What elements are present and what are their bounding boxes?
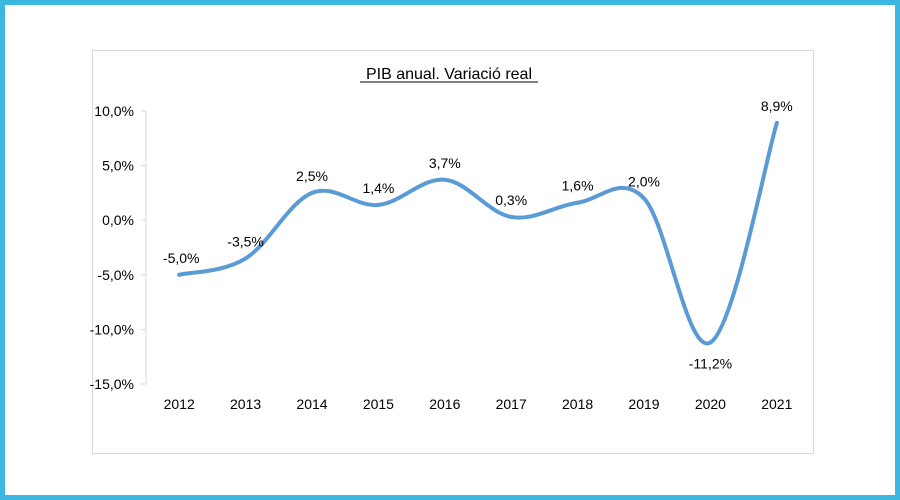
x-tick-label: 2017 <box>496 396 527 412</box>
data-point <box>575 200 580 205</box>
data-label: -5,0% <box>163 250 200 266</box>
y-tick-label: 10,0% <box>94 103 134 119</box>
x-tick-label: 2019 <box>628 396 659 412</box>
data-points <box>177 121 779 345</box>
data-point <box>376 202 381 207</box>
data-point <box>243 256 248 261</box>
data-label: 2,5% <box>296 168 328 184</box>
y-tick-label: 0,0% <box>102 212 134 228</box>
x-tick-label: 2020 <box>695 396 726 412</box>
data-label: -11,2% <box>689 356 732 372</box>
x-axis-ticks: 2012 2013 2014 2015 2016 2017 2018 2019 2020 2021 <box>164 396 793 412</box>
data-label: 0,3% <box>495 192 527 208</box>
data-point <box>708 340 713 345</box>
data-point <box>509 214 514 219</box>
y-tick-label: -10,0% <box>90 321 134 337</box>
y-tick-label: -15,0% <box>90 376 134 392</box>
series-line-pib <box>177 121 779 346</box>
data-point <box>310 190 314 195</box>
data-labels: -5,0% -3,5% 2,5% 1,4% 3,7% 0,3% 1,6% 2,0% -11,2%… <box>163 98 793 371</box>
y-tick-label: -5,0% <box>97 267 134 283</box>
data-label: 3,7% <box>429 155 461 171</box>
data-point <box>442 177 447 182</box>
y-axis-ticks: 10,0% 5,0% 0,0% -5,0% -10,0% -15,0% <box>90 103 146 392</box>
chart-panel <box>92 50 814 454</box>
x-tick-label: 2015 <box>363 396 394 412</box>
x-tick-label: 2013 <box>230 396 261 412</box>
x-tick-label: 2012 <box>164 396 195 412</box>
data-point <box>177 272 182 277</box>
data-label: 1,4% <box>362 180 394 196</box>
data-label: -3,5% <box>227 233 264 249</box>
x-tick-label: 2018 <box>562 396 593 412</box>
data-point <box>642 196 646 201</box>
x-tick-label: 2014 <box>296 396 327 412</box>
data-label: 1,6% <box>562 178 594 194</box>
x-tick-label: 2021 <box>761 396 792 412</box>
data-point <box>774 121 779 126</box>
data-label: 8,9% <box>761 98 793 114</box>
data-label: 2,0% <box>628 173 660 189</box>
x-tick-label: 2016 <box>429 396 460 412</box>
chart-title: PIB anual. Variació real <box>366 66 532 83</box>
y-tick-label: 5,0% <box>102 158 134 174</box>
